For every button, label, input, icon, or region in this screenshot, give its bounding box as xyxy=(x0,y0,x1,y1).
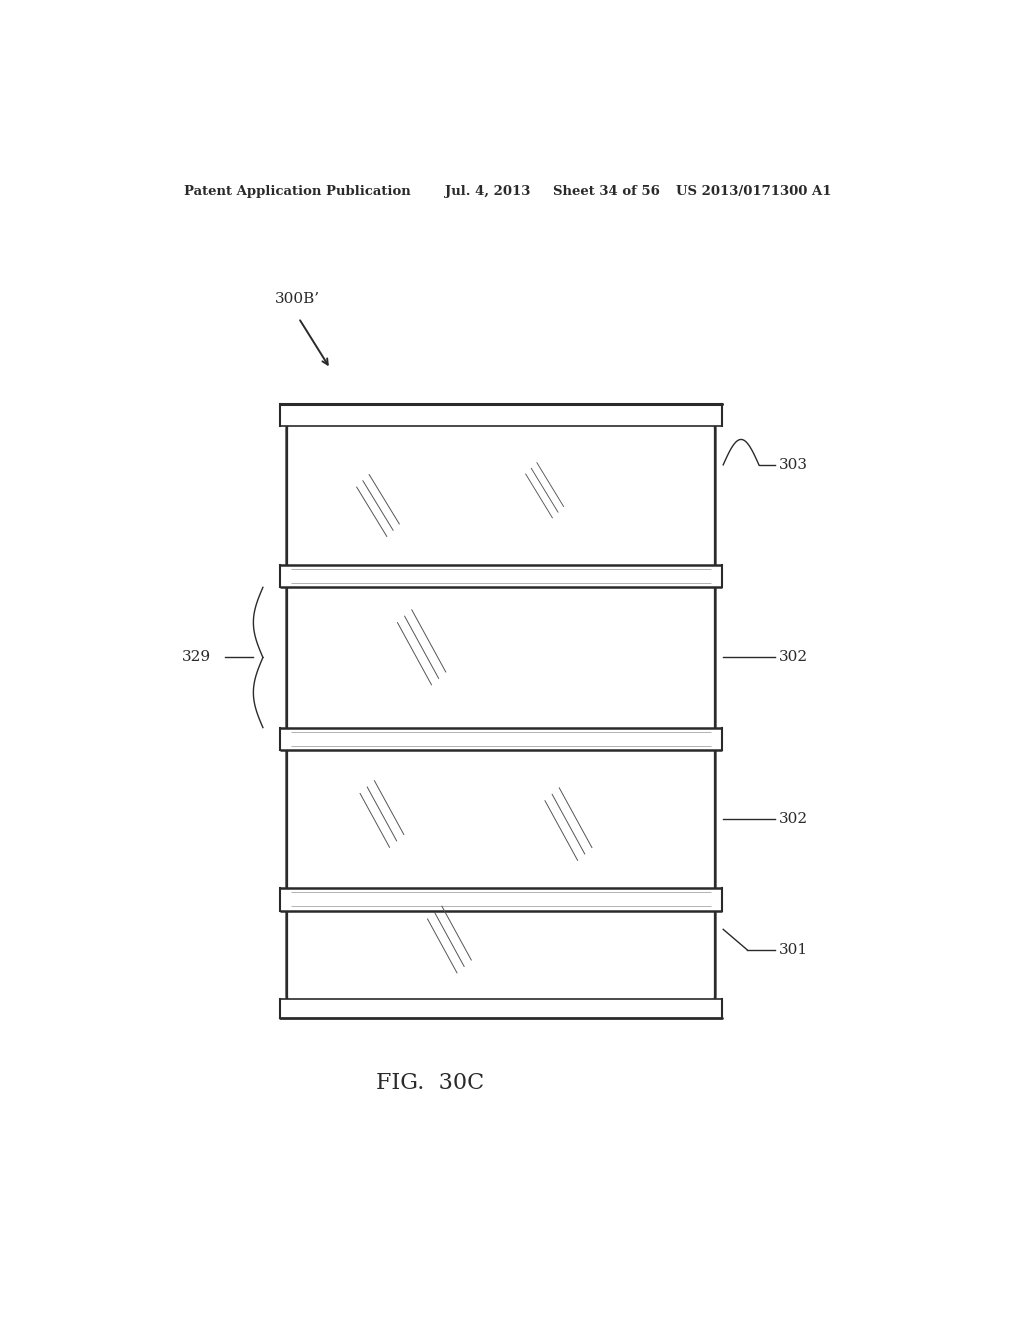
Bar xyxy=(281,999,722,1020)
Bar xyxy=(281,888,722,911)
Text: 301: 301 xyxy=(778,942,808,957)
Bar xyxy=(281,565,722,587)
Text: FIG.  30C: FIG. 30C xyxy=(376,1072,483,1094)
Text: US 2013/0171300 A1: US 2013/0171300 A1 xyxy=(676,185,831,198)
Text: 302: 302 xyxy=(778,651,808,664)
Bar xyxy=(281,727,722,750)
Text: Jul. 4, 2013: Jul. 4, 2013 xyxy=(445,185,530,198)
Bar xyxy=(281,401,722,426)
Text: 303: 303 xyxy=(778,458,808,471)
FancyBboxPatch shape xyxy=(287,408,715,1018)
Text: Sheet 34 of 56: Sheet 34 of 56 xyxy=(553,185,659,198)
Text: 300B’: 300B’ xyxy=(274,292,319,306)
Text: 329: 329 xyxy=(182,651,211,664)
Text: Patent Application Publication: Patent Application Publication xyxy=(183,185,411,198)
Text: 302: 302 xyxy=(778,812,808,826)
